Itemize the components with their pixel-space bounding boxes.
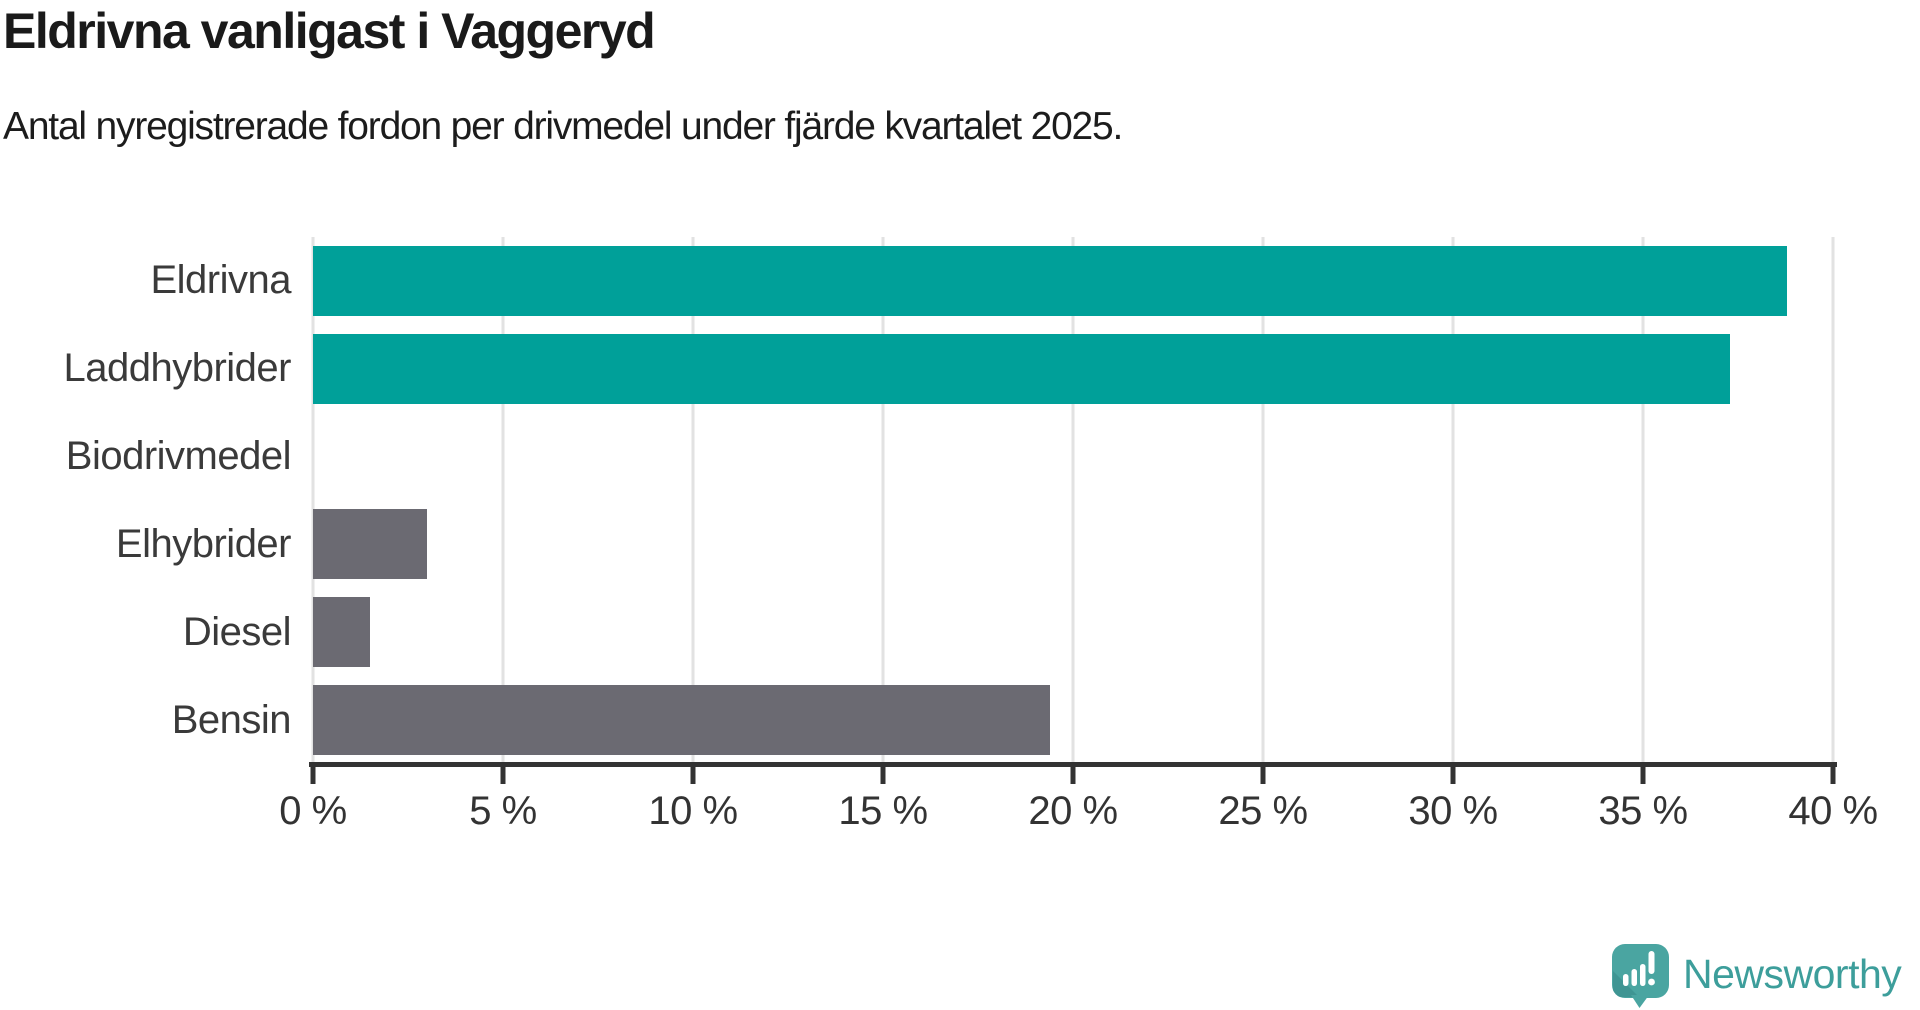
plot-area: Eldrivna Laddhybrider Biodrivmedel Elhybrid… — [64, 237, 1878, 833]
gridline-10 — [691, 237, 695, 764]
logo-exclamation-dot — [1648, 978, 1655, 986]
axis-tick-label-20: 20 % — [1028, 789, 1118, 833]
gridline-5 — [501, 237, 505, 764]
chart-title: Eldrivna vanligast i Vaggeryd — [3, 3, 656, 59]
bar-eldrivna — [313, 245, 1788, 316]
gridline-35 — [1641, 237, 1645, 764]
axis-tick-25 — [1260, 762, 1266, 784]
category-label-biodrivmedel: Biodrivmedel — [65, 434, 292, 479]
logo-bar-small — [1623, 974, 1629, 986]
gridline-40 — [1831, 237, 1835, 764]
category-label-elhybrider: Elhybrider — [115, 521, 292, 566]
gridline-15 — [881, 237, 885, 764]
bar-elhybrider — [313, 509, 427, 580]
category-label-diesel: Diesel — [182, 609, 292, 654]
axis-tick-0 — [310, 762, 316, 784]
axis-tick-label-40: 40 % — [1788, 789, 1878, 833]
bar-bensin — [313, 685, 1051, 756]
category-label-bensin: Bensin — [171, 697, 292, 742]
bar-diesel — [313, 597, 370, 668]
axis-tick-30 — [1450, 762, 1456, 784]
axis-tick-label-5: 5 % — [469, 789, 537, 833]
gridline-25 — [1261, 237, 1265, 764]
axis-tick-label-0: 0 % — [279, 789, 347, 833]
axis-tick-label-25: 25 % — [1218, 789, 1308, 833]
axis-tick-5 — [500, 762, 506, 784]
newsworthy-logo-text: Newsworthy — [1683, 950, 1902, 997]
axis-tick-label-15: 15 % — [838, 789, 928, 833]
gridline-30 — [1451, 237, 1455, 764]
axis-tick-20 — [1070, 762, 1076, 784]
axis-tick-label-35: 35 % — [1598, 789, 1688, 833]
logo-bar-tall — [1640, 964, 1646, 986]
axis-tick-40 — [1830, 762, 1836, 784]
chart-subtitle: Antal nyregistrerade fordon per drivmede… — [3, 105, 1123, 148]
axis-tick-15 — [880, 762, 886, 784]
category-label-eldrivna: Eldrivna — [150, 258, 291, 303]
bar-laddhybrider — [313, 333, 1731, 404]
axis-tick-35 — [1640, 762, 1646, 784]
newsworthy-logo: Newsworthy — [1612, 944, 1902, 1010]
newsworthy-logo-icon — [1612, 944, 1669, 1008]
axis-tick-label-10: 10 % — [648, 789, 738, 833]
category-label-laddhybrider: Laddhybrider — [63, 346, 292, 391]
gridline-20 — [1071, 237, 1075, 764]
gridline-0 — [311, 237, 315, 764]
axis-tick-10 — [690, 762, 696, 784]
logo-exclamation-stroke — [1648, 951, 1655, 974]
logo-bar-medium — [1631, 969, 1637, 986]
axis-tick-label-30: 30 % — [1408, 789, 1498, 833]
